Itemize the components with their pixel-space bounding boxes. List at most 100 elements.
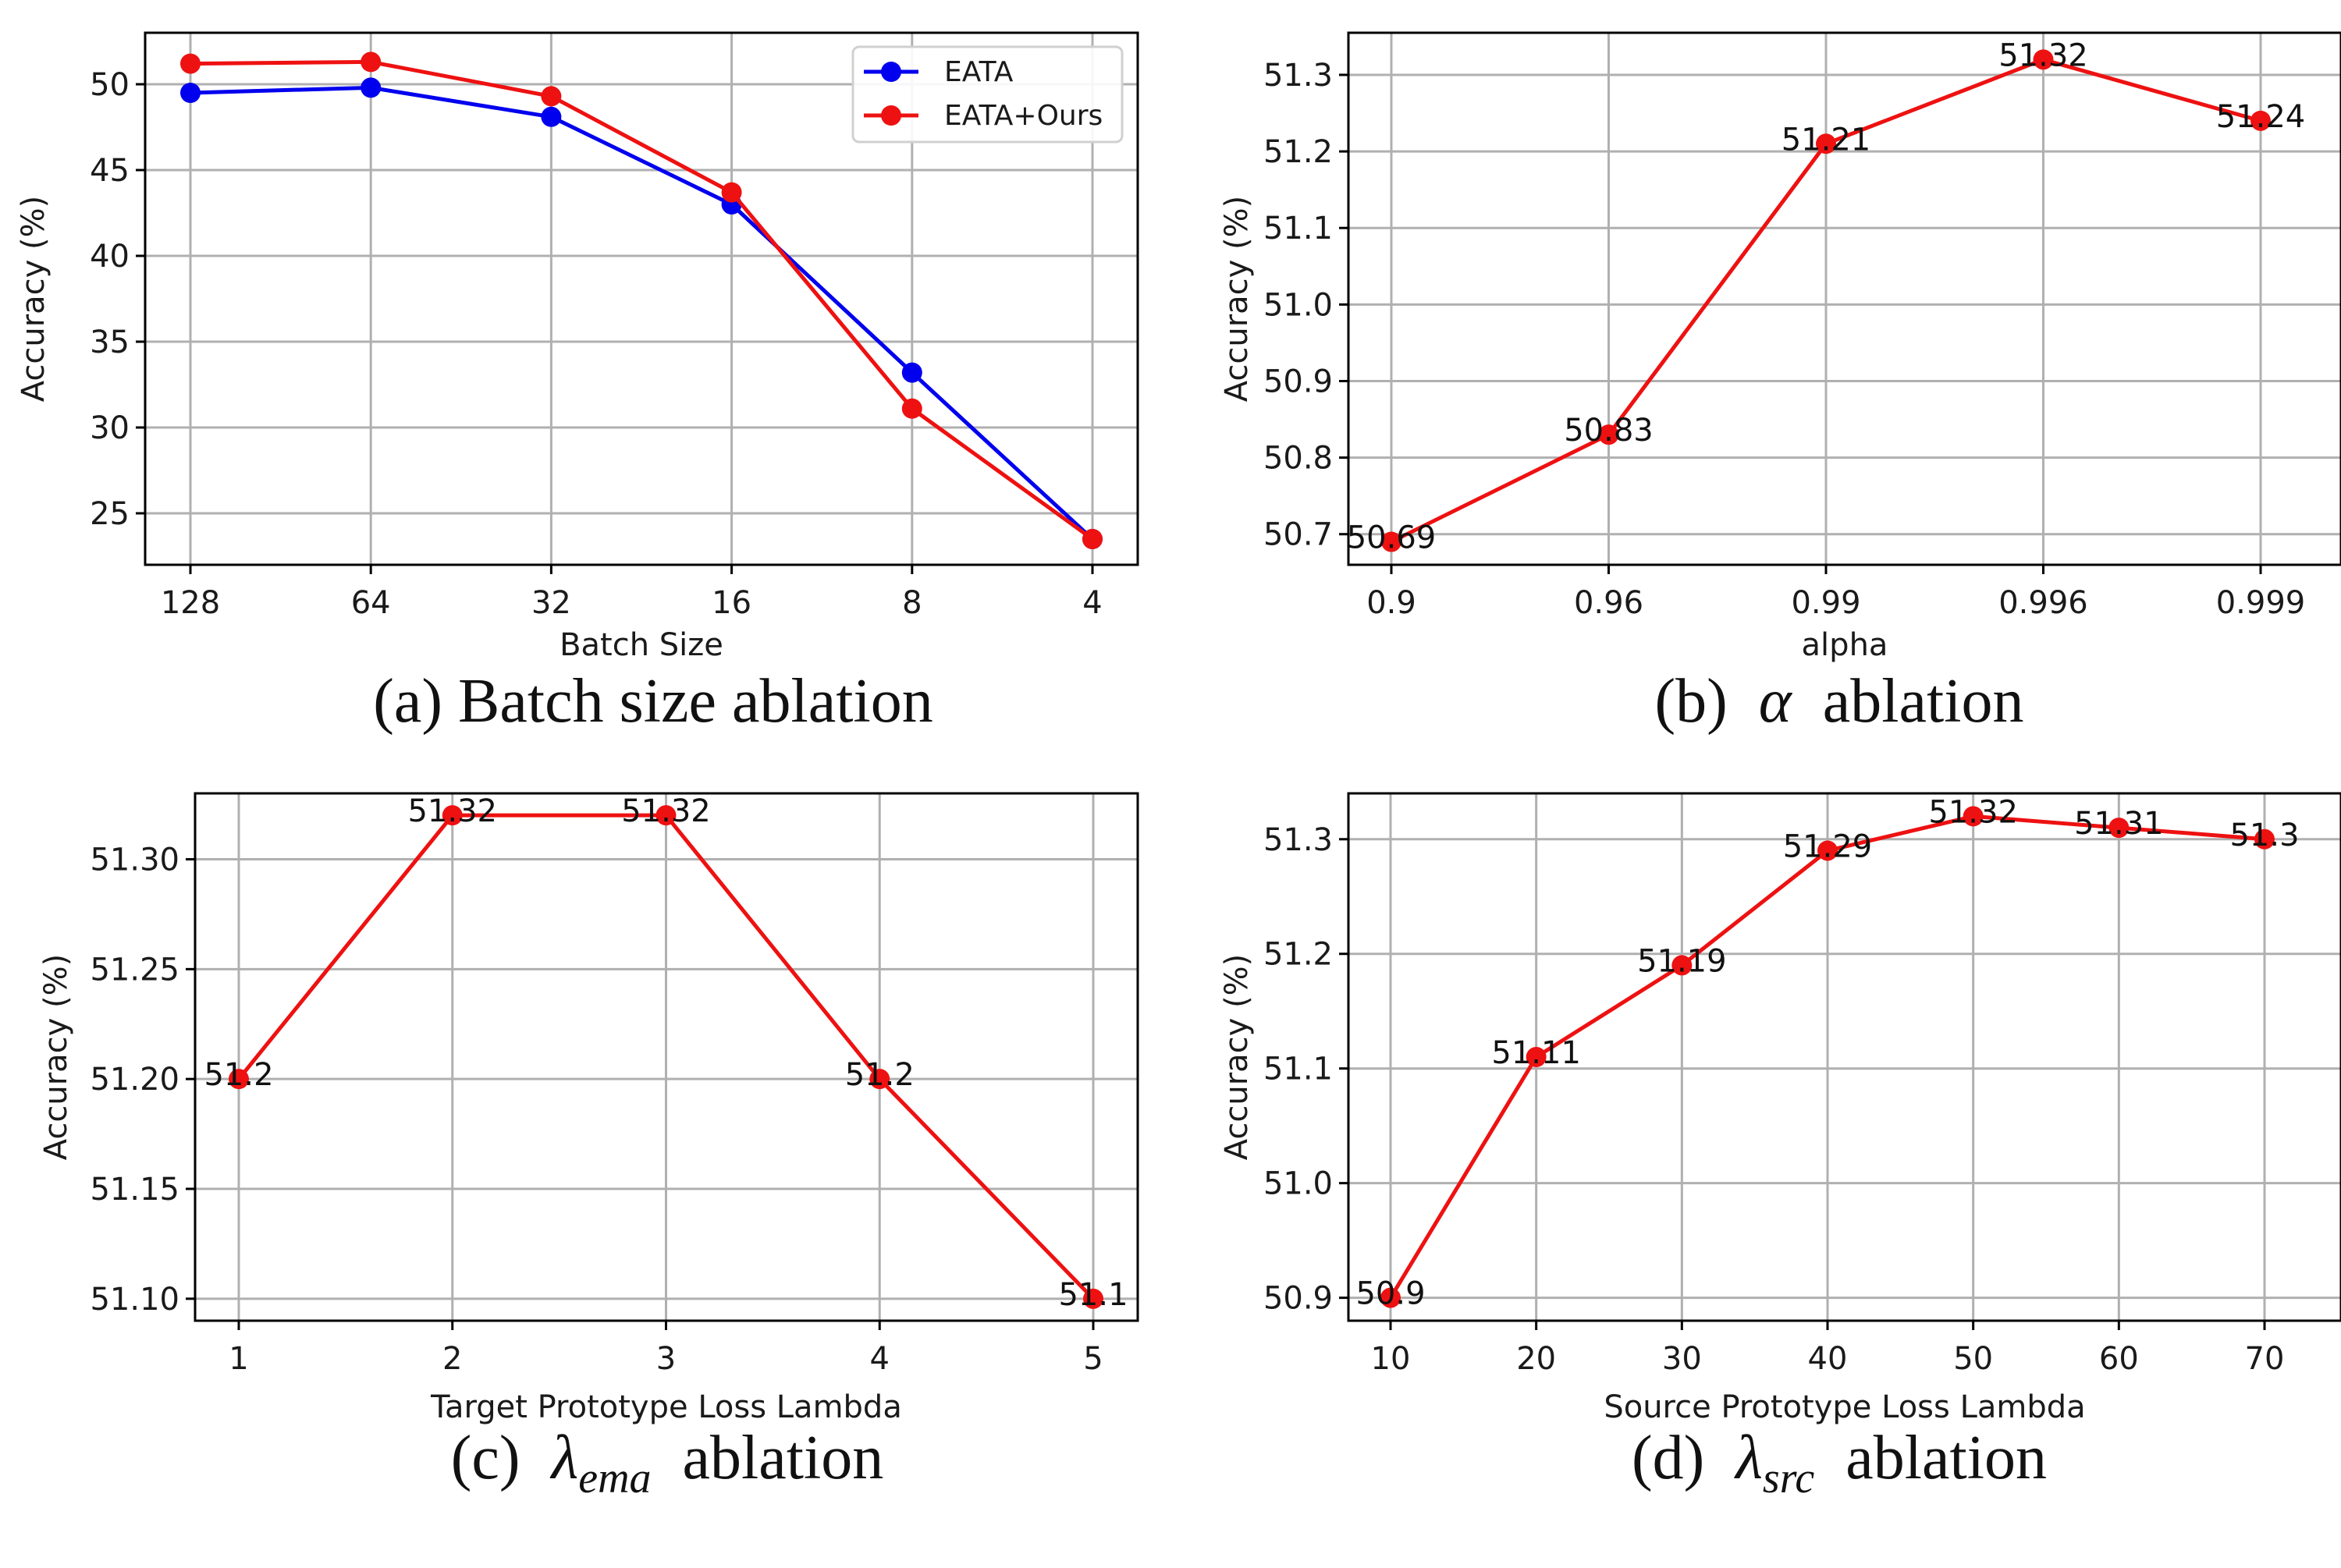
axes-frame: [144, 31, 1139, 566]
chart-panel-b: 0.9 0.96 0.99 0.996 0.999 50.7 50.8 50.9 51.0 51.…: [1219, 31, 2341, 736]
axes-frame: [194, 792, 1139, 1322]
data-label: 50.83: [1564, 413, 1654, 449]
data-label: 51.3: [2229, 818, 2299, 853]
legend-label: EATA+Ours: [944, 100, 1103, 132]
y-tick-label: 50.8: [1263, 441, 1333, 477]
x-tick-label: 8: [902, 585, 922, 621]
data-label: 51.21: [1782, 122, 1871, 158]
data-point: [1380, 1287, 1401, 1308]
y-tick-label: 51.30: [90, 843, 179, 878]
data-label: 50.69: [1347, 520, 1437, 556]
data-point: [655, 805, 677, 826]
x-axis-label: Batch Size: [559, 627, 723, 663]
x-tick-label: 0.9: [1366, 585, 1416, 621]
data-label: 50.9: [1355, 1276, 1425, 1312]
y-tick-label: 50: [90, 67, 130, 103]
data-point: [1817, 840, 1838, 861]
x-tick-label: 128: [161, 585, 220, 621]
y-tick-label: 51.0: [1263, 287, 1333, 323]
y-tick-label: 51.10: [90, 1282, 179, 1318]
data-point: [721, 182, 742, 203]
y-tick-label: 51.25: [90, 952, 179, 988]
y-axis-label: Accuracy (%): [1219, 954, 1255, 1161]
data-label: 51.32: [407, 793, 497, 829]
data-label: 51.1: [1058, 1277, 1128, 1313]
data-label: 51.2: [845, 1057, 915, 1093]
caption-prefix: (d): [1632, 1424, 1704, 1492]
caption-symbol: λ: [1734, 1424, 1763, 1492]
caption-subscript: src: [1763, 1454, 1815, 1502]
x-tick-label: 4: [870, 1341, 890, 1377]
x-tick-label: 32: [531, 585, 571, 621]
series-line: [190, 59, 1094, 541]
x-tick-label: 64: [351, 585, 391, 621]
data-label: 51.31: [2074, 806, 2164, 842]
x-axis-label: Target Prototype Loss Lambda: [430, 1389, 902, 1425]
data-label: 51.11: [1491, 1035, 1581, 1071]
data-label: 51.29: [1783, 828, 1873, 864]
chart-panel-c: 1 2 3 4 5 51.10 51.15 51.20 51.25 51.30 Target Pro…: [38, 792, 1139, 1502]
chart-panel-d: 10 20 30 40 50 60 70 50.9 51.0 51.1 51.2 51.3 Source…: [1219, 792, 2341, 1502]
data-label: 51.32: [621, 793, 711, 829]
data-point: [361, 51, 382, 73]
data-label: 51.24: [2216, 99, 2306, 135]
data-point: [869, 1069, 890, 1090]
data-point: [1381, 531, 1401, 552]
x-tick-label: 50: [1953, 1341, 1993, 1377]
data-point: [442, 805, 463, 826]
legend-marker: [881, 62, 901, 82]
data-label: 51.2: [204, 1057, 273, 1093]
y-tick-label: 51.15: [90, 1172, 179, 1208]
x-tick-label: 40: [1808, 1341, 1848, 1377]
y-tick-label: 30: [90, 410, 130, 446]
caption-symbol: λ: [550, 1424, 579, 1492]
y-tick-label: 51.2: [1263, 134, 1333, 170]
y-tick-label: 51.3: [1263, 822, 1333, 858]
data-point: [2033, 49, 2054, 70]
y-tick-label: 35: [90, 325, 130, 360]
x-tick-label: 0.99: [1791, 585, 1860, 621]
panel-caption: (a) Batch size ablation: [373, 667, 932, 736]
data-label: 51.32: [1998, 37, 2088, 73]
x-axis-label: alpha: [1802, 627, 1888, 663]
y-tick-label: 45: [90, 153, 130, 189]
panel-caption: (b) α ablation: [1655, 667, 2024, 736]
caption-symbol: α: [1759, 667, 1793, 736]
x-tick-label: 2: [442, 1341, 462, 1377]
chart-panel-a: 128 64 32 16 8 4 25 30 35 40 45 50 Batch Size Accurac…: [16, 31, 1139, 736]
y-tick-label: 25: [90, 496, 130, 532]
panel-caption: (c) λema ablation: [451, 1424, 883, 1502]
caption-suffix: ablation: [1823, 667, 2024, 736]
x-axis-label: Source Prototype Loss Lambda: [1604, 1389, 2085, 1425]
caption-prefix: (b): [1655, 667, 1728, 736]
data-point: [2108, 818, 2130, 839]
data-point: [229, 1069, 249, 1090]
x-tick-label: 10: [1371, 1341, 1411, 1377]
y-axis-label: Accuracy (%): [16, 196, 52, 403]
x-tick-label: 0.96: [1574, 585, 1643, 621]
data-point: [361, 77, 382, 98]
y-tick-label: 51.3: [1263, 58, 1333, 94]
legend-box: [851, 45, 1124, 144]
caption-prefix: (c): [451, 1424, 520, 1492]
data-point: [541, 86, 562, 107]
data-point: [2250, 110, 2271, 131]
y-tick-label: 51.0: [1263, 1166, 1333, 1202]
x-tick-label: 20: [1516, 1341, 1556, 1377]
panel-caption: (d) λsrc ablation: [1632, 1424, 2047, 1502]
y-tick-label: 50.7: [1263, 517, 1333, 553]
y-tick-label: 51.1: [1263, 211, 1333, 247]
data-point: [901, 398, 922, 419]
y-tick-label: 50.9: [1263, 364, 1333, 399]
y-tick-label: 51.2: [1263, 937, 1333, 973]
x-tick-label: 16: [712, 585, 751, 621]
legend-label: EATA: [944, 56, 1014, 88]
data-point: [1082, 529, 1103, 549]
data-point: [1816, 133, 1836, 154]
data-label: 51.32: [1928, 794, 2018, 830]
y-tick-label: 40: [90, 239, 130, 275]
data-label: 51.19: [1637, 943, 1727, 979]
caption-suffix: ablation: [1845, 1424, 2047, 1492]
x-tick-label: 0.999: [2216, 585, 2306, 621]
